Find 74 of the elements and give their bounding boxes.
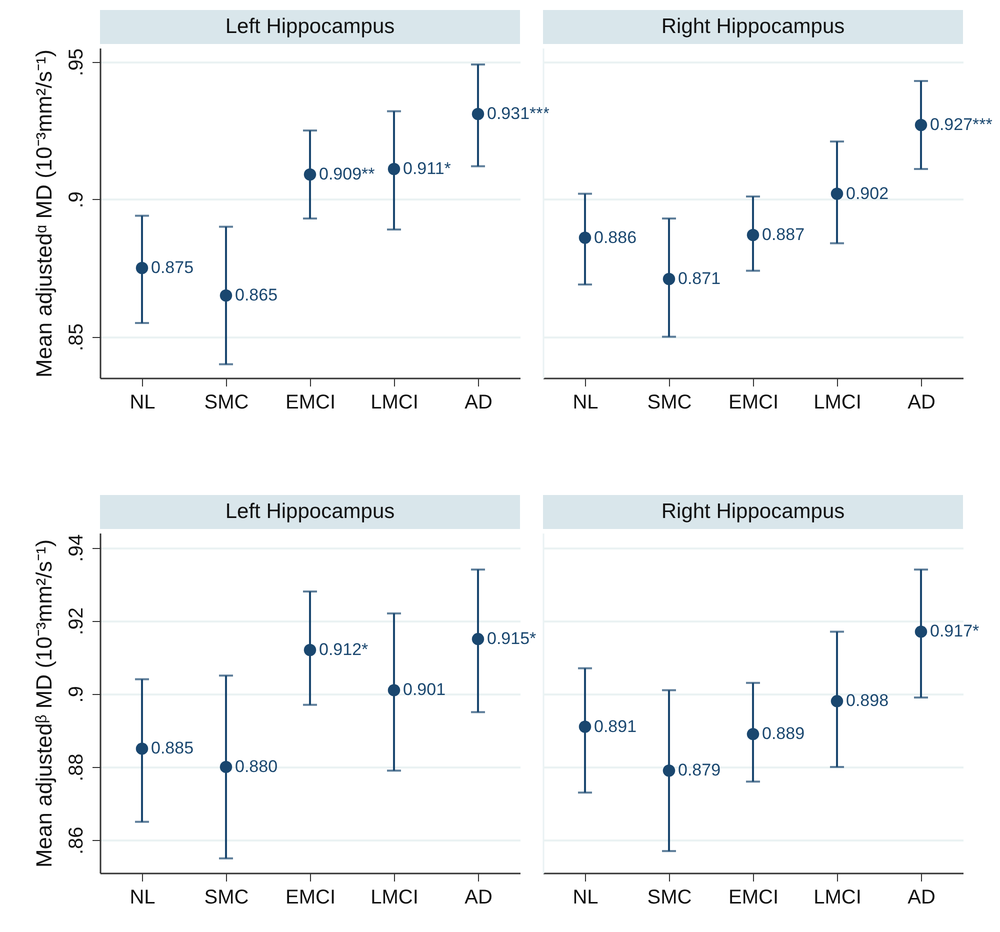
- x-tick-label: LMCI: [814, 886, 862, 908]
- data-label: 0.901: [403, 680, 446, 700]
- point: [220, 760, 232, 774]
- chart-title: Left Hippocampus: [100, 495, 520, 529]
- x-tick-label: NL: [130, 886, 156, 908]
- point: [304, 644, 316, 656]
- point: [578, 720, 592, 733]
- point: [914, 118, 928, 132]
- data-label: 0.865: [235, 286, 278, 304]
- data-label: 0.880: [235, 756, 278, 776]
- chart-title: Right Hippocampus: [543, 10, 963, 44]
- point: [746, 728, 760, 740]
- point: [830, 695, 844, 708]
- data-label: 0.886: [594, 228, 637, 247]
- x-tick-label: EMCI: [728, 392, 778, 414]
- data-label: 0.898: [846, 691, 889, 710]
- data-label: 0.871: [678, 269, 721, 288]
- y-tick-label: .88: [66, 754, 88, 782]
- x-tick-label: NL: [572, 392, 598, 414]
- x-tick-label: LMCI: [370, 392, 418, 414]
- y-tick-label: .85: [66, 323, 88, 352]
- point: [220, 289, 232, 302]
- x-tick-label: EMCI: [286, 886, 336, 908]
- point: [746, 228, 760, 242]
- data-label: 0.891: [594, 716, 637, 736]
- point: [662, 764, 676, 777]
- x-tick-label: EMCI: [728, 886, 778, 908]
- y-tick-label: .95: [66, 48, 88, 76]
- y-tick-label: .94: [66, 534, 88, 562]
- x-tick-label: SMC: [204, 886, 249, 908]
- point: [388, 162, 400, 176]
- data-label: 0.879: [678, 760, 721, 780]
- data-label: 0.931***: [487, 104, 550, 123]
- data-label: 0.885: [151, 738, 194, 758]
- data-label: 0.875: [151, 258, 194, 277]
- data-label: 0.887: [762, 225, 805, 244]
- point: [304, 168, 316, 181]
- y-tick-label: .92: [66, 607, 88, 636]
- x-tick-label: AD: [908, 886, 936, 908]
- point: [914, 626, 928, 638]
- point: [578, 232, 592, 244]
- y-tick-label: .86: [66, 826, 88, 855]
- data-label: 0.909**: [319, 164, 376, 184]
- data-label: 0.917*: [930, 622, 980, 641]
- point: [388, 684, 400, 696]
- chart-title: Left Hippocampus: [100, 10, 520, 44]
- x-tick-label: LMCI: [814, 392, 862, 414]
- point: [662, 272, 676, 286]
- y-axis-title: Mean adjustedᵅ MD (10⁻³mm²/s⁻¹): [32, 50, 56, 378]
- point: [472, 632, 484, 646]
- x-tick-label: AD: [908, 392, 936, 414]
- data-label: 0.927***: [930, 115, 993, 134]
- x-tick-label: EMCI: [286, 392, 336, 414]
- x-tick-label: NL: [130, 392, 156, 414]
- x-tick-label: AD: [464, 392, 492, 414]
- chart-title: Right Hippocampus: [543, 495, 963, 529]
- data-label: 0.911*: [403, 159, 452, 178]
- y-tick-label: .9: [66, 686, 88, 703]
- x-tick-label: NL: [572, 886, 598, 908]
- y-axis-title: Mean adjustedᵝ MD (10⁻³mm²/s⁻¹): [32, 539, 56, 868]
- x-tick-label: SMC: [647, 392, 692, 414]
- point: [136, 742, 148, 755]
- y-tick-label: .9: [66, 191, 88, 208]
- point: [136, 262, 148, 274]
- x-tick-label: SMC: [647, 886, 692, 908]
- data-label: 0.902: [846, 184, 889, 203]
- point: [830, 188, 844, 200]
- x-tick-label: AD: [464, 886, 492, 908]
- data-label: 0.915*: [487, 629, 537, 648]
- data-label: 0.912*: [319, 640, 369, 659]
- x-tick-label: SMC: [204, 392, 249, 414]
- x-tick-label: LMCI: [370, 886, 418, 908]
- point: [472, 108, 484, 120]
- data-label: 0.889: [762, 724, 805, 744]
